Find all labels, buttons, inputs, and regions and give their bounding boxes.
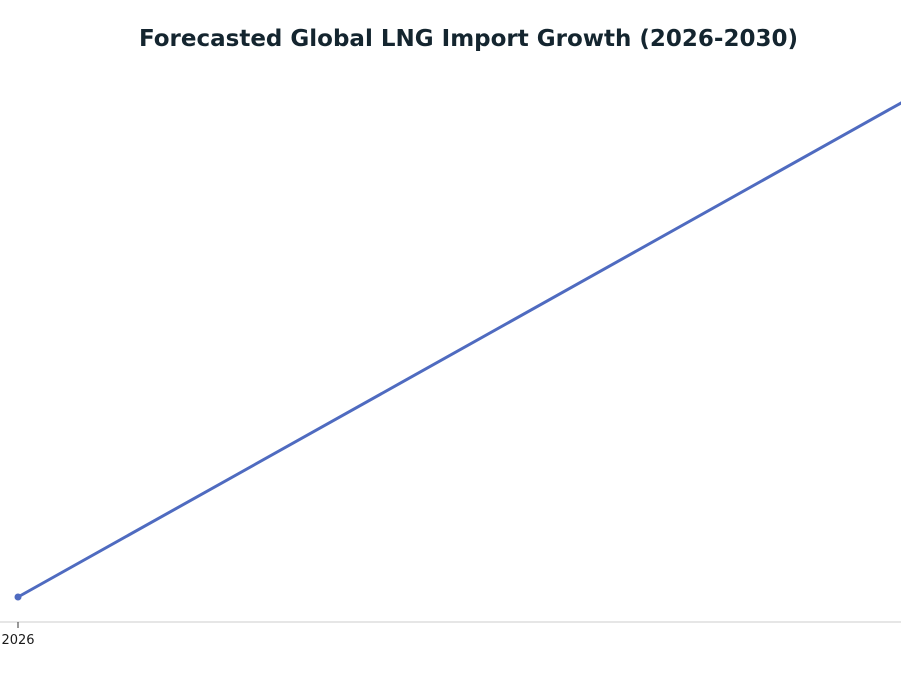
x-axis-ticks: 2026 — [1, 622, 35, 648]
series-line — [16, 101, 901, 599]
series-layer — [14, 101, 901, 601]
x-tick-label: 2026 — [1, 633, 34, 648]
chart-title: Forecasted Global LNG Import Growth (202… — [138, 26, 799, 52]
data-point — [14, 593, 22, 601]
